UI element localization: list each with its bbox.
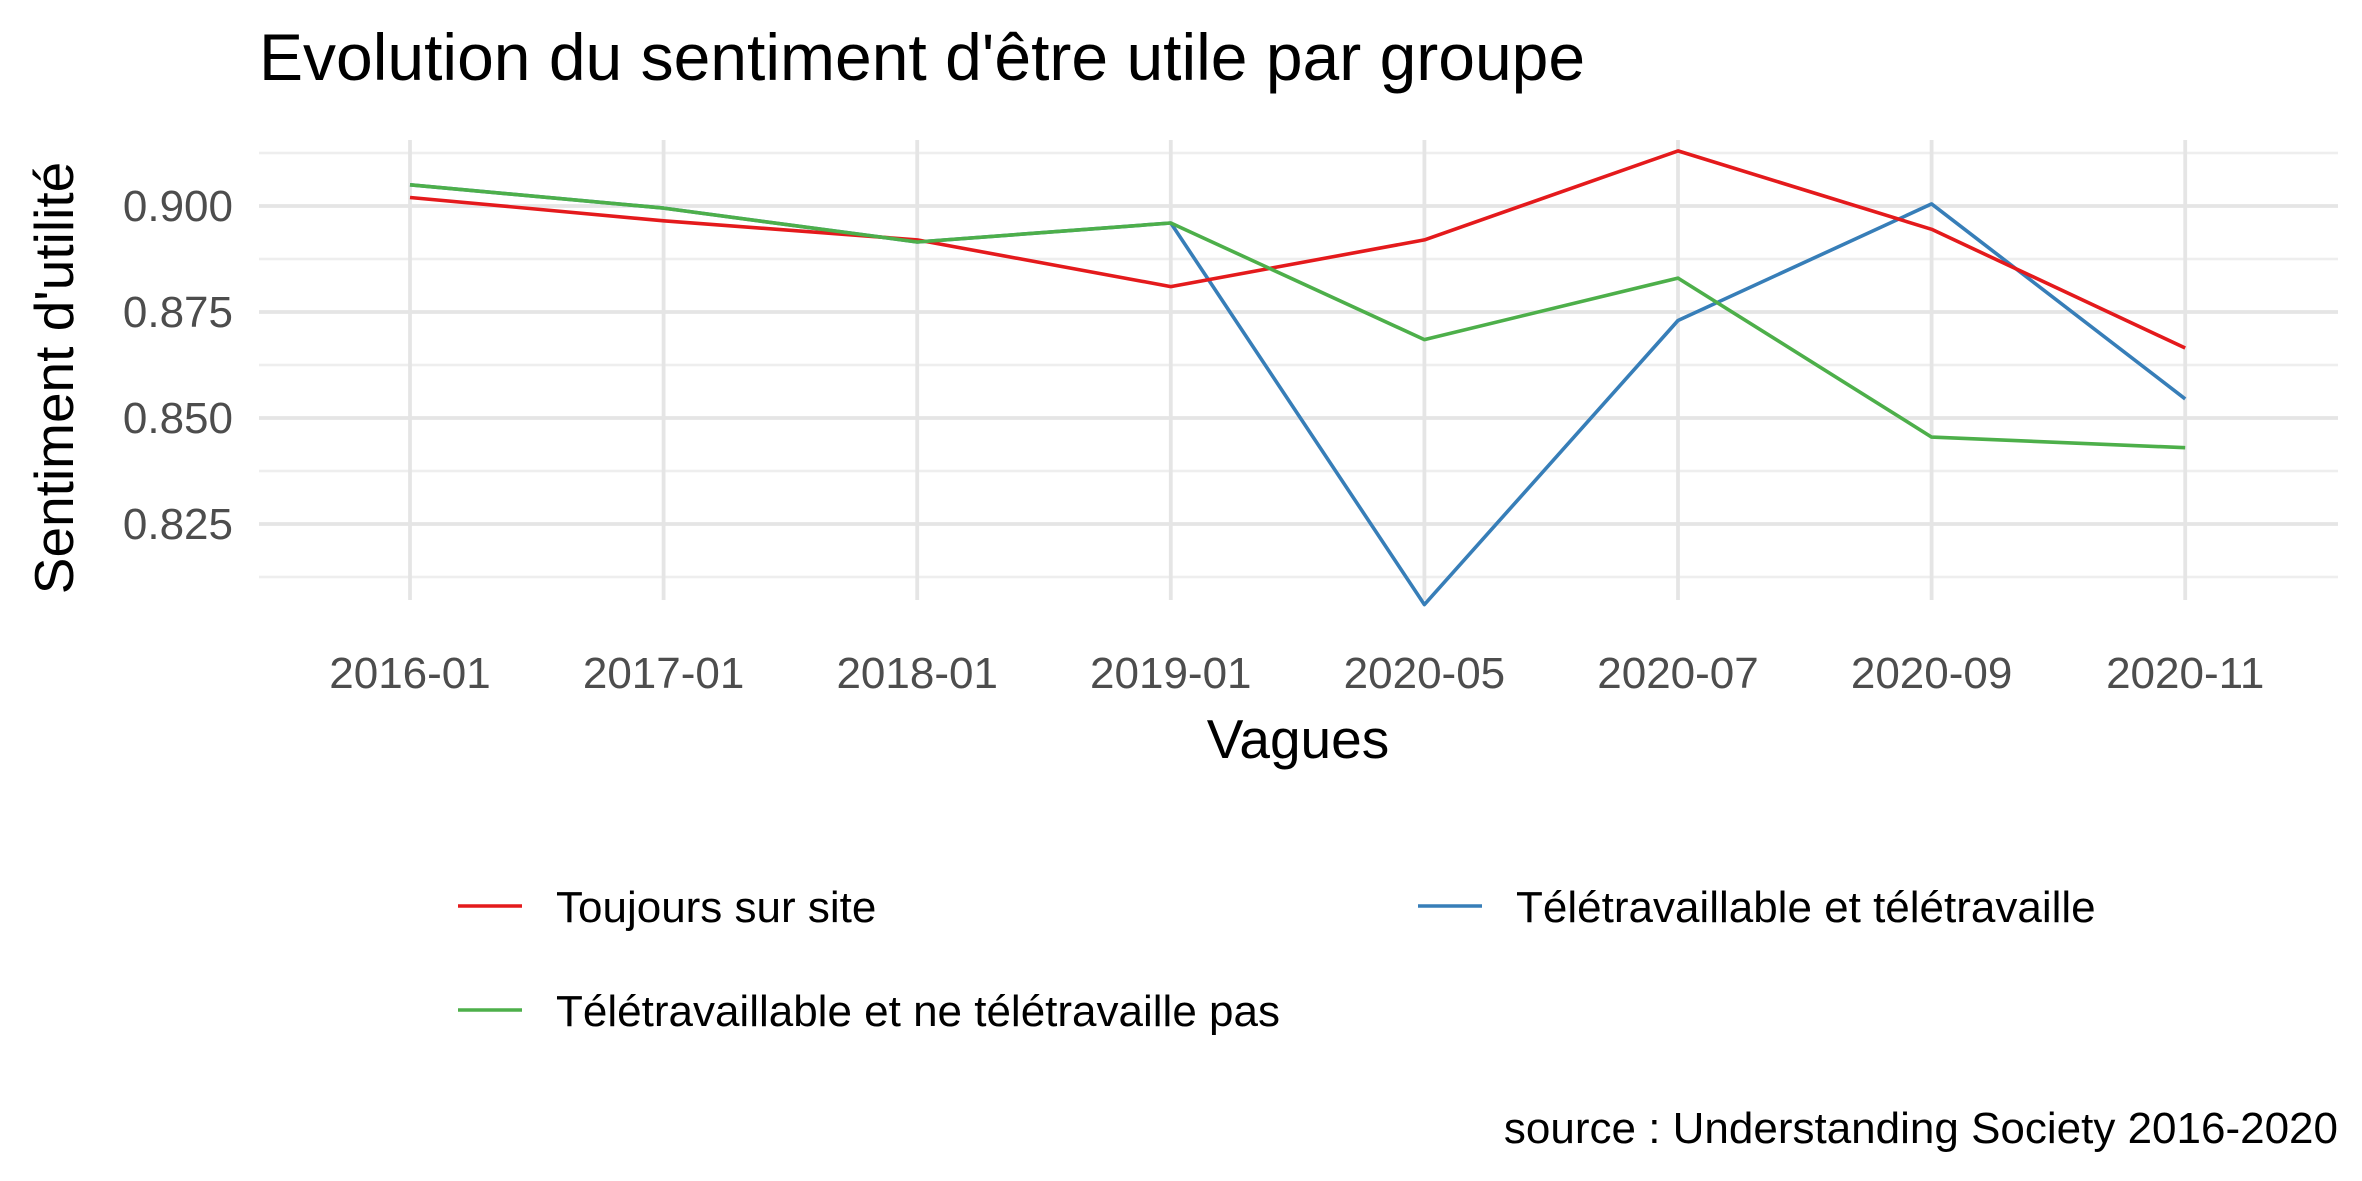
legend-label-1: Télétravaillable et télétravaille: [1516, 883, 2096, 932]
x-tick-label: 2020-09: [1851, 649, 2012, 698]
x-tick-label: 2020-05: [1344, 649, 1505, 698]
series-lines: [409, 149, 2187, 607]
x-tick-label: 2020-07: [1597, 649, 1758, 698]
y-tick-label: 0.850: [123, 394, 233, 443]
legend: Toujours sur site Télétravaillable et tél…: [458, 883, 2096, 1036]
y-axis-ticks: 0.825 0.850 0.875 0.900: [123, 182, 233, 549]
series-line-2: [409, 183, 2186, 450]
legend-label-2: Télétravaillable et ne télétravaille pas: [556, 987, 1280, 1036]
series-line-0: [409, 149, 2186, 350]
x-axis-title: Vagues: [1207, 708, 1389, 770]
chart-title: Evolution du sentiment d'être utile par …: [259, 20, 1585, 94]
x-axis-ticks: 2016-01 2017-01 2018-01 2019-01 2020-05 2020-…: [329, 649, 2264, 698]
x-tick-label: 2016-01: [329, 649, 490, 698]
y-tick-label: 0.825: [123, 500, 233, 549]
x-tick-label: 2017-01: [583, 649, 744, 698]
x-tick-label: 2019-01: [1090, 649, 1251, 698]
caption: source : Understanding Society 2016-2020: [1504, 1104, 2338, 1153]
grid: [259, 140, 2338, 600]
y-tick-label: 0.900: [123, 182, 233, 231]
x-tick-label: 2018-01: [836, 649, 997, 698]
y-axis-title: Sentiment d'utilité: [23, 162, 85, 594]
series-line-1: [409, 183, 2187, 607]
legend-label-0: Toujours sur site: [556, 883, 876, 932]
x-tick-label: 2020-11: [2106, 649, 2264, 698]
y-tick-label: 0.875: [123, 288, 233, 337]
